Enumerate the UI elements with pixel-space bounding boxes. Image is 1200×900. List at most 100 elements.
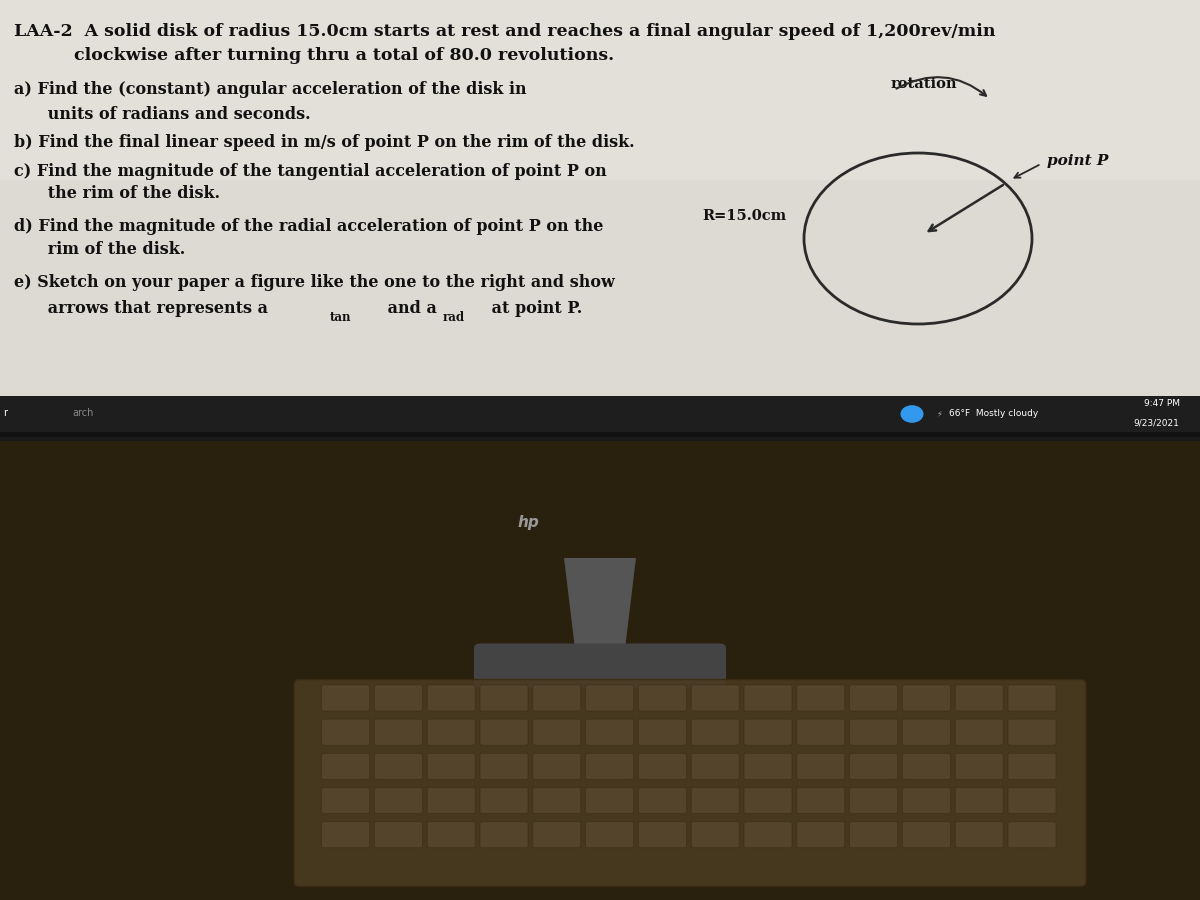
FancyBboxPatch shape — [374, 822, 422, 848]
FancyBboxPatch shape — [294, 680, 1086, 886]
FancyBboxPatch shape — [744, 719, 792, 745]
Text: R=15.0cm: R=15.0cm — [702, 209, 786, 223]
FancyBboxPatch shape — [427, 685, 475, 711]
FancyBboxPatch shape — [744, 822, 792, 848]
Text: and a: and a — [382, 301, 437, 317]
Text: at point P.: at point P. — [486, 301, 582, 317]
FancyBboxPatch shape — [850, 788, 898, 814]
FancyBboxPatch shape — [480, 753, 528, 779]
FancyBboxPatch shape — [797, 753, 845, 779]
FancyBboxPatch shape — [427, 719, 475, 745]
Polygon shape — [564, 558, 636, 657]
FancyBboxPatch shape — [1008, 719, 1056, 745]
FancyBboxPatch shape — [322, 753, 370, 779]
FancyBboxPatch shape — [480, 788, 528, 814]
Text: 9:47 PM: 9:47 PM — [1144, 399, 1180, 408]
FancyBboxPatch shape — [797, 788, 845, 814]
FancyBboxPatch shape — [955, 822, 1003, 848]
FancyBboxPatch shape — [586, 788, 634, 814]
FancyBboxPatch shape — [474, 644, 726, 688]
FancyBboxPatch shape — [902, 788, 950, 814]
Text: b) Find the final linear speed in m/s of point P on the rim of the disk.: b) Find the final linear speed in m/s of… — [14, 134, 635, 150]
FancyBboxPatch shape — [533, 685, 581, 711]
FancyBboxPatch shape — [902, 753, 950, 779]
FancyBboxPatch shape — [638, 788, 686, 814]
FancyBboxPatch shape — [322, 788, 370, 814]
FancyBboxPatch shape — [0, 432, 1200, 900]
Text: arch: arch — [72, 408, 94, 418]
Text: c) Find the magnitude of the tangential acceleration of point P on: c) Find the magnitude of the tangential … — [14, 163, 607, 179]
FancyBboxPatch shape — [0, 0, 1200, 396]
FancyBboxPatch shape — [850, 822, 898, 848]
Text: 9/23/2021: 9/23/2021 — [1134, 418, 1180, 427]
FancyBboxPatch shape — [850, 753, 898, 779]
FancyBboxPatch shape — [638, 685, 686, 711]
Text: the rim of the disk.: the rim of the disk. — [14, 185, 221, 202]
FancyBboxPatch shape — [374, 753, 422, 779]
FancyBboxPatch shape — [374, 685, 422, 711]
FancyBboxPatch shape — [322, 822, 370, 848]
FancyBboxPatch shape — [374, 719, 422, 745]
FancyBboxPatch shape — [322, 685, 370, 711]
FancyBboxPatch shape — [850, 685, 898, 711]
FancyBboxPatch shape — [1008, 685, 1056, 711]
FancyBboxPatch shape — [480, 685, 528, 711]
FancyBboxPatch shape — [638, 822, 686, 848]
FancyBboxPatch shape — [586, 685, 634, 711]
FancyBboxPatch shape — [322, 719, 370, 745]
FancyBboxPatch shape — [533, 719, 581, 745]
FancyBboxPatch shape — [691, 753, 739, 779]
FancyBboxPatch shape — [1008, 753, 1056, 779]
FancyBboxPatch shape — [744, 788, 792, 814]
FancyBboxPatch shape — [850, 719, 898, 745]
FancyBboxPatch shape — [955, 753, 1003, 779]
FancyBboxPatch shape — [797, 719, 845, 745]
Text: 66°F  Mostly cloudy: 66°F Mostly cloudy — [949, 409, 1038, 418]
FancyBboxPatch shape — [638, 719, 686, 745]
FancyBboxPatch shape — [955, 788, 1003, 814]
FancyBboxPatch shape — [586, 822, 634, 848]
FancyBboxPatch shape — [533, 753, 581, 779]
Text: hp: hp — [517, 515, 539, 529]
Text: r: r — [4, 408, 7, 418]
FancyBboxPatch shape — [0, 0, 1200, 180]
FancyBboxPatch shape — [691, 719, 739, 745]
FancyBboxPatch shape — [1008, 788, 1056, 814]
FancyBboxPatch shape — [691, 822, 739, 848]
Text: rotation: rotation — [890, 76, 958, 91]
Text: a) Find the (constant) angular acceleration of the disk in: a) Find the (constant) angular accelerat… — [14, 82, 527, 98]
FancyBboxPatch shape — [744, 753, 792, 779]
Text: rad: rad — [443, 311, 464, 324]
Circle shape — [901, 406, 923, 422]
FancyBboxPatch shape — [797, 822, 845, 848]
FancyBboxPatch shape — [533, 788, 581, 814]
FancyBboxPatch shape — [797, 685, 845, 711]
FancyBboxPatch shape — [955, 685, 1003, 711]
Text: clockwise after turning thru a total of 80.0 revolutions.: clockwise after turning thru a total of … — [14, 48, 614, 64]
FancyBboxPatch shape — [480, 719, 528, 745]
FancyBboxPatch shape — [427, 822, 475, 848]
FancyBboxPatch shape — [744, 685, 792, 711]
FancyBboxPatch shape — [480, 822, 528, 848]
Text: ⚡: ⚡ — [936, 410, 942, 418]
Text: e) Sketch on your paper a figure like the one to the right and show: e) Sketch on your paper a figure like th… — [14, 274, 616, 291]
FancyBboxPatch shape — [586, 753, 634, 779]
FancyBboxPatch shape — [586, 719, 634, 745]
FancyBboxPatch shape — [691, 788, 739, 814]
FancyBboxPatch shape — [902, 719, 950, 745]
FancyBboxPatch shape — [0, 396, 1200, 432]
FancyBboxPatch shape — [0, 432, 1200, 436]
FancyBboxPatch shape — [955, 719, 1003, 745]
Text: arrows that represents a: arrows that represents a — [14, 301, 269, 317]
Text: LAA-2  A solid disk of radius 15.0cm starts at rest and reaches a final angular : LAA-2 A solid disk of radius 15.0cm star… — [14, 23, 996, 40]
Text: rim of the disk.: rim of the disk. — [14, 241, 186, 257]
FancyBboxPatch shape — [533, 822, 581, 848]
FancyBboxPatch shape — [0, 0, 1200, 441]
Text: units of radians and seconds.: units of radians and seconds. — [14, 106, 311, 122]
FancyBboxPatch shape — [374, 788, 422, 814]
FancyBboxPatch shape — [427, 788, 475, 814]
FancyBboxPatch shape — [1008, 822, 1056, 848]
FancyBboxPatch shape — [638, 753, 686, 779]
Text: d) Find the magnitude of the radial acceleration of point P on the: d) Find the magnitude of the radial acce… — [14, 219, 604, 235]
FancyBboxPatch shape — [902, 685, 950, 711]
